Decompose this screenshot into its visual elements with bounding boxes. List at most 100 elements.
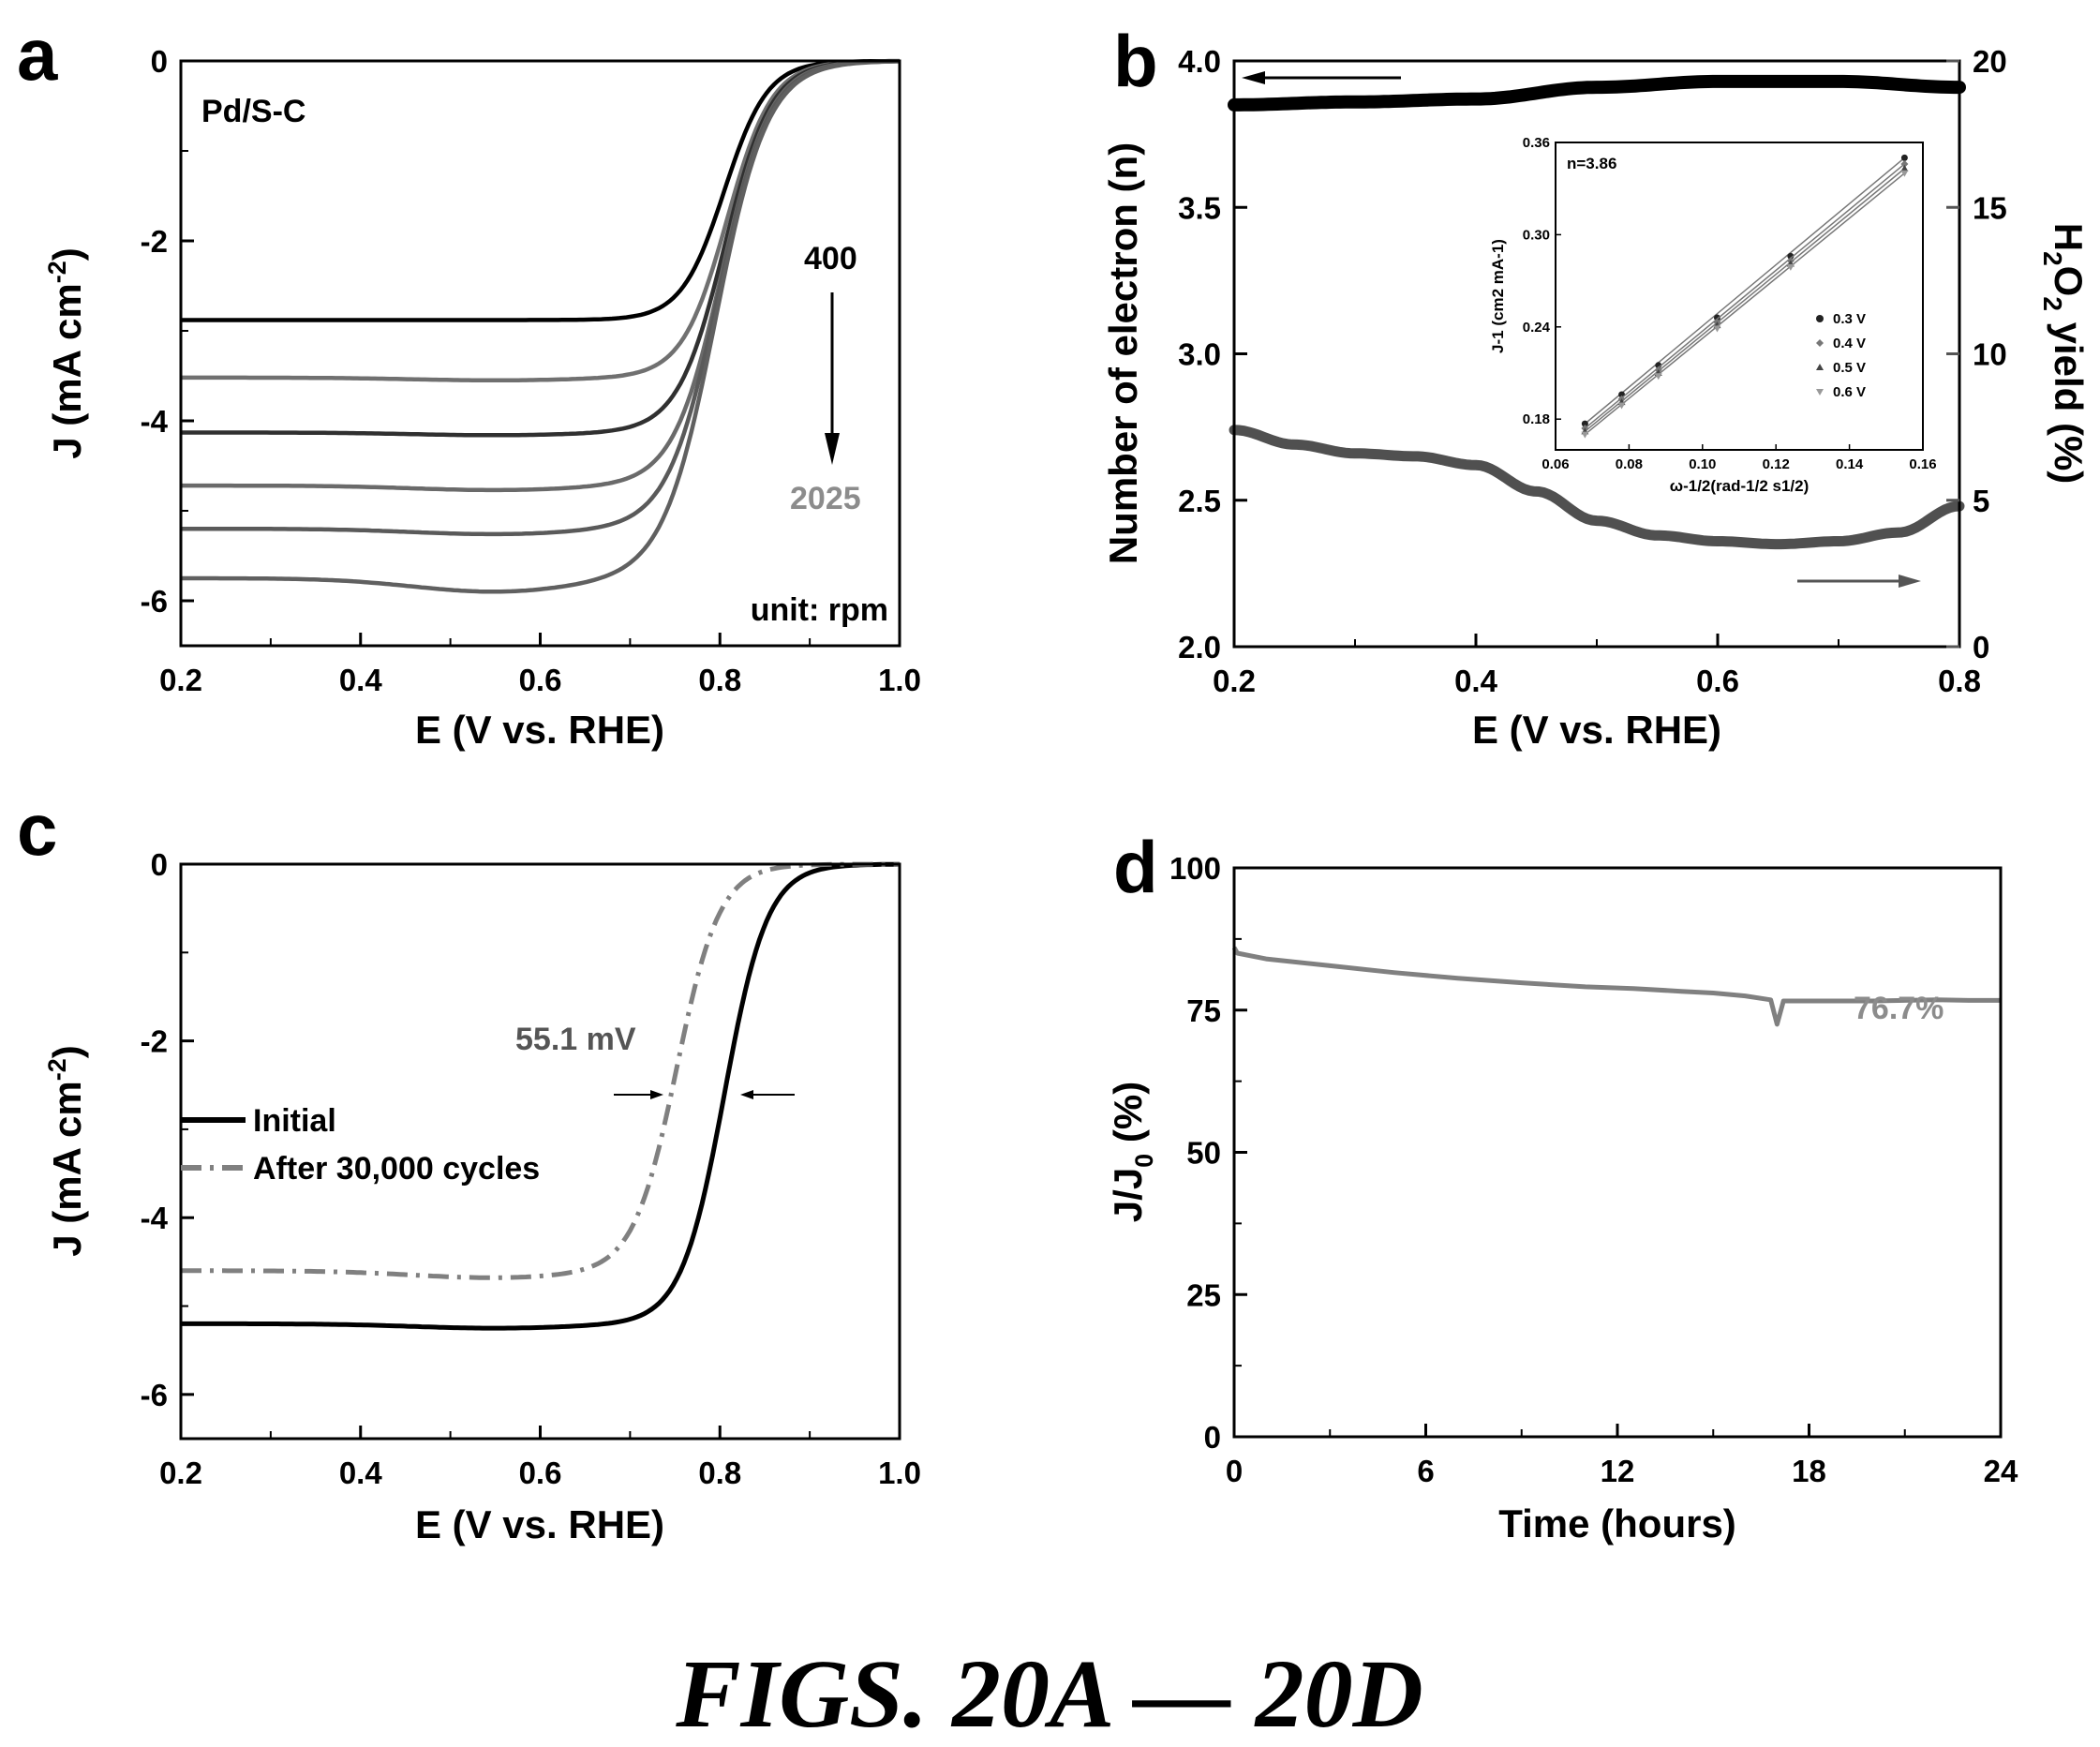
inset-y-tick-label: 0.36: [1523, 135, 1550, 151]
lsv-curve-1: [181, 58, 900, 383]
shift-arrows: [614, 1090, 795, 1099]
sample-label: Pd/S-C: [201, 94, 305, 129]
panel-a: a 0.2 0.4 0.6 0.8 1.0 0 -2 -4 -6 Pd/S-C 400 2025…: [17, 13, 921, 752]
y-tick-label: 0: [151, 847, 168, 882]
inset-fit-line: [1584, 168, 1905, 432]
x-tick-label: 0.4: [1454, 664, 1498, 698]
inset-fit-line: [1584, 157, 1905, 425]
inset-point: [1900, 154, 1908, 161]
inset-y-tick-label: 0.30: [1523, 227, 1550, 243]
x-tick-label: 18: [1792, 1454, 1826, 1488]
y-tick-label: 50: [1186, 1136, 1221, 1171]
left-axis-arrow: [1242, 71, 1401, 84]
inset-legend-marker: [1816, 364, 1824, 370]
legend-initial: Initial: [253, 1103, 336, 1139]
x-tick-label: 0.2: [159, 663, 202, 697]
legend-after: After 30,000 cycles: [253, 1151, 540, 1187]
panel-b-ylabel-left: Number of electron (n): [1101, 142, 1145, 564]
rpm-low-label: 400: [804, 241, 857, 276]
panel-letter-b: b: [1113, 20, 1158, 102]
y-tick-label: -4: [141, 1201, 169, 1235]
lsv-curve-0: [181, 58, 900, 322]
y-left-tick-label: 2.0: [1178, 630, 1221, 664]
x-tick-label: 24: [1984, 1454, 2018, 1488]
y-tick-label: -6: [141, 1378, 168, 1412]
y-tick-label: -2: [141, 224, 168, 259]
shift-label: 55.1 mV: [515, 1022, 636, 1057]
y-tick-label: 0: [151, 44, 168, 79]
y-tick-label: 25: [1186, 1277, 1221, 1312]
panel-b-xlabel: E (V vs. RHE): [1472, 708, 1721, 752]
inset-legend-marker: [1816, 315, 1824, 322]
panel-letter-d: d: [1113, 826, 1158, 908]
right-axis-arrow: [1797, 575, 1921, 588]
lsv-curve-4: [181, 59, 900, 537]
panel-a-frame: [179, 59, 901, 648]
x-tick-label: 0.8: [698, 663, 741, 697]
inset-y-tick-label: 0.18: [1523, 411, 1550, 427]
inset-fit-line: [1584, 172, 1905, 436]
retention-label: 76.7%: [1854, 991, 1944, 1026]
inset-legend-label: 0.4 V: [1833, 336, 1866, 351]
inset-xlabel: ω-1/2(rad-1/2 s1/2): [1670, 477, 1810, 495]
y-tick-label: -4: [141, 404, 169, 439]
inset-fit-line: [1584, 163, 1905, 429]
inset-legend-label: 0.6 V: [1833, 384, 1866, 400]
panel-b-ticks: 0.2 0.4 0.6 0.8 2.0 2.5 3.0 3.5 4.0 0 5 10 15 20: [1178, 44, 2007, 698]
y-left-tick-label: 3.5: [1178, 190, 1221, 225]
panel-d-frame: [1232, 866, 2003, 1439]
legend-c: Initial After 30,000 cycles: [181, 1103, 540, 1187]
y-right-tick-label: 10: [1973, 337, 2007, 372]
y-left-tick-label: 4.0: [1178, 44, 1221, 79]
x-tick-label: 0.2: [159, 1456, 202, 1490]
x-tick-label: 0.4: [339, 663, 383, 697]
x-tick-label: 0.6: [519, 663, 562, 697]
lsv-curve-5: [181, 59, 900, 594]
x-tick-label: 1.0: [878, 1456, 921, 1490]
x-tick-label: 0: [1226, 1454, 1243, 1488]
inset-legend-marker: [1816, 339, 1824, 347]
inset-point: [1654, 373, 1662, 381]
series-H2O2: [1229, 425, 1965, 550]
inset-point: [1713, 314, 1720, 321]
panel-c-xlabel: E (V vs. RHE): [415, 1502, 664, 1546]
panel-d-curves: [1231, 946, 2001, 1027]
y-right-tick-label: 5: [1973, 484, 1989, 518]
x-tick-label: 0.4: [339, 1456, 383, 1490]
inset-point: [1713, 325, 1721, 333]
lsv-curve-2: [181, 58, 901, 438]
panel-c: c 0.2 0.4 0.6 0.8 1.0 0 -2 -4 -6 Initial After 3…: [17, 788, 921, 1546]
panel-b: b 0.2 0.4 0.6 0.8 2.0 2.5 3.0 3.5 4.0 0 5 10 15 20 0.…: [1101, 20, 2091, 752]
inset-legend-marker: [1816, 389, 1824, 396]
inset-point: [1900, 159, 1909, 168]
inset-point: [1900, 170, 1909, 177]
x-tick-label: 12: [1601, 1454, 1635, 1488]
inset-legend-label: 0.3 V: [1833, 311, 1866, 327]
curve-0: [181, 861, 901, 1331]
rpm-arrow: [825, 292, 840, 465]
panel-a-curves: [181, 58, 901, 594]
y-left-tick-label: 3.0: [1178, 337, 1221, 372]
x-tick-label: 0.2: [1213, 664, 1256, 698]
curve-1: [181, 861, 900, 1280]
panel-d-ylabel: J/J0 (%): [1106, 1082, 1158, 1222]
x-tick-label: 6: [1417, 1454, 1434, 1488]
panel-b-ylabel-right: H2O2 yield (%): [2038, 223, 2091, 485]
inset-point: [1617, 402, 1626, 410]
rpm-high-label: 2025: [790, 481, 861, 516]
inset-point: [1900, 164, 1909, 172]
y-tick-label: 100: [1169, 851, 1221, 886]
inset-title: n=3.86: [1567, 155, 1616, 172]
y-tick-label: -6: [141, 584, 168, 619]
y-right-tick-label: 20: [1973, 44, 2007, 79]
x-tick-label: 0.6: [1696, 664, 1739, 698]
panel-a-xlabel: E (V vs. RHE): [415, 708, 664, 752]
x-tick-label: 0.8: [698, 1456, 741, 1490]
panel-a-ticks: 0.2 0.4 0.6 0.8 1.0 0 -2 -4 -6: [141, 44, 921, 697]
panel-c-ylabel: J (mA cm-2): [43, 1045, 89, 1257]
inset-legend-label: 0.5 V: [1833, 360, 1866, 376]
x-tick-label: 1.0: [878, 663, 921, 697]
inset-x-tick-label: 0.16: [1909, 456, 1936, 472]
inset-koutecky-levich: 0.06 0.08 0.10 0.12 0.14 0.16 0.18 0.24 0.30 0.36…: [1489, 135, 1937, 495]
